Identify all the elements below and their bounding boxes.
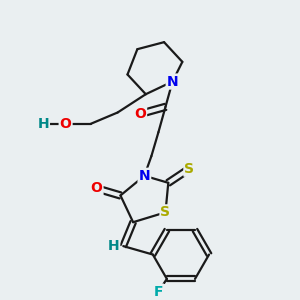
Text: F: F xyxy=(154,285,163,298)
Text: O: O xyxy=(134,107,146,121)
Text: O: O xyxy=(91,182,103,195)
Text: N: N xyxy=(167,74,178,88)
Text: O: O xyxy=(60,117,71,131)
Text: S: S xyxy=(184,162,194,176)
Text: H: H xyxy=(108,239,119,253)
Text: S: S xyxy=(160,205,170,219)
Text: N: N xyxy=(139,169,150,183)
Text: H: H xyxy=(37,117,49,131)
